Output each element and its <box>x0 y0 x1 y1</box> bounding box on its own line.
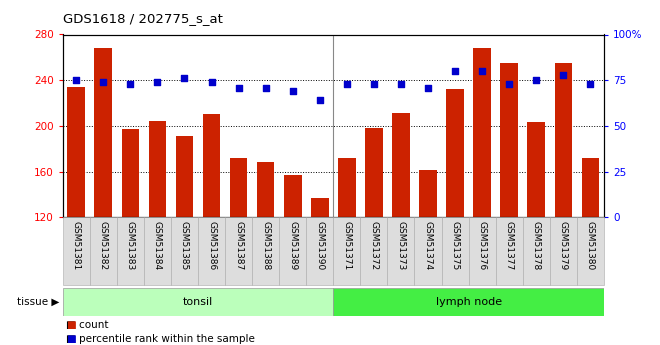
FancyBboxPatch shape <box>414 217 442 285</box>
FancyBboxPatch shape <box>117 217 144 285</box>
Text: ■: ■ <box>66 320 76 330</box>
Bar <box>554 63 572 217</box>
Point <box>314 98 325 103</box>
Text: ■ count: ■ count <box>66 320 108 330</box>
Bar <box>581 158 599 217</box>
Point <box>504 81 515 87</box>
Point <box>558 72 568 78</box>
Text: GSM51372: GSM51372 <box>370 221 378 270</box>
Text: GSM51381: GSM51381 <box>72 221 81 270</box>
Point <box>395 81 406 87</box>
Text: GDS1618 / 202775_s_at: GDS1618 / 202775_s_at <box>63 12 222 25</box>
FancyBboxPatch shape <box>63 217 90 285</box>
Bar <box>500 63 518 217</box>
Text: tonsil: tonsil <box>183 297 213 307</box>
Bar <box>473 48 491 217</box>
Point <box>368 81 379 87</box>
Bar <box>148 121 166 217</box>
Text: GSM51385: GSM51385 <box>180 221 189 270</box>
FancyBboxPatch shape <box>333 217 360 285</box>
Point <box>287 88 298 94</box>
Text: lymph node: lymph node <box>436 297 502 307</box>
Point <box>585 81 595 87</box>
Text: GSM51389: GSM51389 <box>288 221 297 270</box>
FancyBboxPatch shape <box>171 217 198 285</box>
Text: GSM51375: GSM51375 <box>451 221 459 270</box>
Point <box>206 79 216 85</box>
Text: ■: ■ <box>66 334 76 344</box>
Bar <box>446 89 464 217</box>
Bar <box>419 170 437 217</box>
FancyBboxPatch shape <box>90 217 117 285</box>
Bar <box>365 128 383 217</box>
FancyBboxPatch shape <box>496 217 523 285</box>
Text: GSM51376: GSM51376 <box>478 221 486 270</box>
Point <box>71 77 82 83</box>
Text: ■ percentile rank within the sample: ■ percentile rank within the sample <box>66 334 255 344</box>
Bar <box>176 136 193 217</box>
Bar <box>527 122 545 217</box>
Bar <box>94 48 112 217</box>
FancyBboxPatch shape <box>387 217 414 285</box>
Point <box>342 81 352 87</box>
Text: GSM51374: GSM51374 <box>424 221 432 270</box>
FancyBboxPatch shape <box>469 217 496 285</box>
Text: GSM51373: GSM51373 <box>397 221 405 270</box>
FancyBboxPatch shape <box>306 217 333 285</box>
Text: GSM51371: GSM51371 <box>343 221 351 270</box>
Text: GSM51380: GSM51380 <box>586 221 595 270</box>
Bar <box>203 115 220 217</box>
FancyBboxPatch shape <box>333 288 604 316</box>
Point <box>179 76 190 81</box>
Text: tissue ▶: tissue ▶ <box>17 297 59 307</box>
Point <box>531 77 541 83</box>
Point <box>152 79 162 85</box>
Bar <box>257 162 275 217</box>
Point <box>234 85 244 90</box>
FancyBboxPatch shape <box>144 217 171 285</box>
Text: GSM51377: GSM51377 <box>505 221 513 270</box>
FancyBboxPatch shape <box>63 288 333 316</box>
Bar <box>311 198 329 217</box>
Bar <box>284 175 302 217</box>
Point <box>477 68 487 74</box>
Bar <box>67 87 85 217</box>
Text: GSM51387: GSM51387 <box>234 221 243 270</box>
Bar <box>121 129 139 217</box>
Text: GSM51383: GSM51383 <box>126 221 135 270</box>
Bar <box>230 158 248 217</box>
FancyBboxPatch shape <box>252 217 279 285</box>
FancyBboxPatch shape <box>577 217 604 285</box>
Bar <box>392 114 410 217</box>
FancyBboxPatch shape <box>550 217 577 285</box>
FancyBboxPatch shape <box>279 217 306 285</box>
Point <box>260 85 271 90</box>
Text: GSM51384: GSM51384 <box>153 221 162 270</box>
FancyBboxPatch shape <box>523 217 550 285</box>
Point <box>125 81 136 87</box>
Text: GSM51386: GSM51386 <box>207 221 216 270</box>
Text: GSM51382: GSM51382 <box>99 221 108 270</box>
FancyBboxPatch shape <box>360 217 387 285</box>
Point <box>450 68 461 74</box>
Point <box>98 79 108 85</box>
FancyBboxPatch shape <box>225 217 252 285</box>
Text: GSM51388: GSM51388 <box>261 221 270 270</box>
FancyBboxPatch shape <box>198 217 225 285</box>
Point <box>422 85 433 90</box>
Text: GSM51378: GSM51378 <box>532 221 541 270</box>
Text: GSM51379: GSM51379 <box>559 221 568 270</box>
Bar <box>338 158 356 217</box>
Text: GSM51390: GSM51390 <box>315 221 324 270</box>
FancyBboxPatch shape <box>442 217 469 285</box>
